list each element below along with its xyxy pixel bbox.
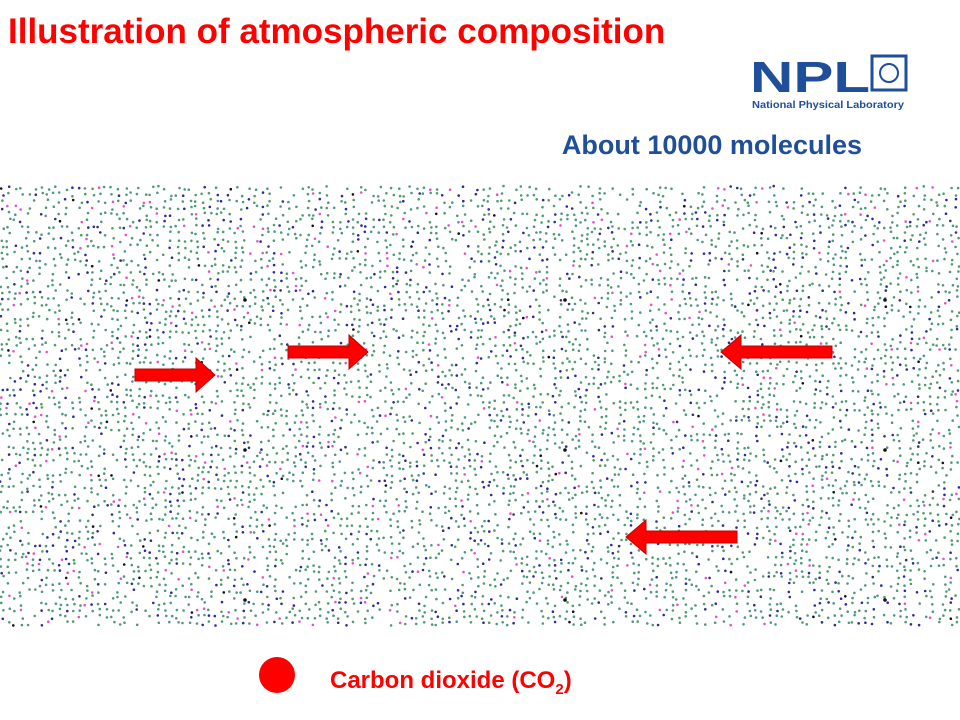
arrow-right [134, 356, 216, 394]
logo-acronym: NPL [750, 53, 870, 102]
legend-subscript: 2 [555, 681, 563, 698]
arrow-left [720, 333, 833, 371]
logo-crest [870, 54, 908, 92]
subtitle: About 10000 molecules [562, 130, 862, 160]
legend-text: Carbon dioxide (CO [330, 667, 555, 694]
npl-logo: NPL National Physical Laboratory [750, 53, 908, 111]
arrow-right [287, 333, 369, 371]
molecule-dots-blue [0, 184, 960, 627]
legend-label: Carbon dioxide (CO2) [330, 667, 572, 698]
molecule-field [0, 184, 960, 627]
slide-title: Illustration of atmospheric composition [8, 12, 665, 51]
logo-name: National Physical Laboratory [752, 99, 904, 111]
arrow-left [625, 518, 738, 556]
legend-closing: ) [564, 667, 572, 694]
molecule-dots-green [0, 184, 960, 627]
logo-crest-emblem [879, 63, 899, 83]
legend-marker [259, 657, 295, 693]
arrows [134, 333, 833, 556]
